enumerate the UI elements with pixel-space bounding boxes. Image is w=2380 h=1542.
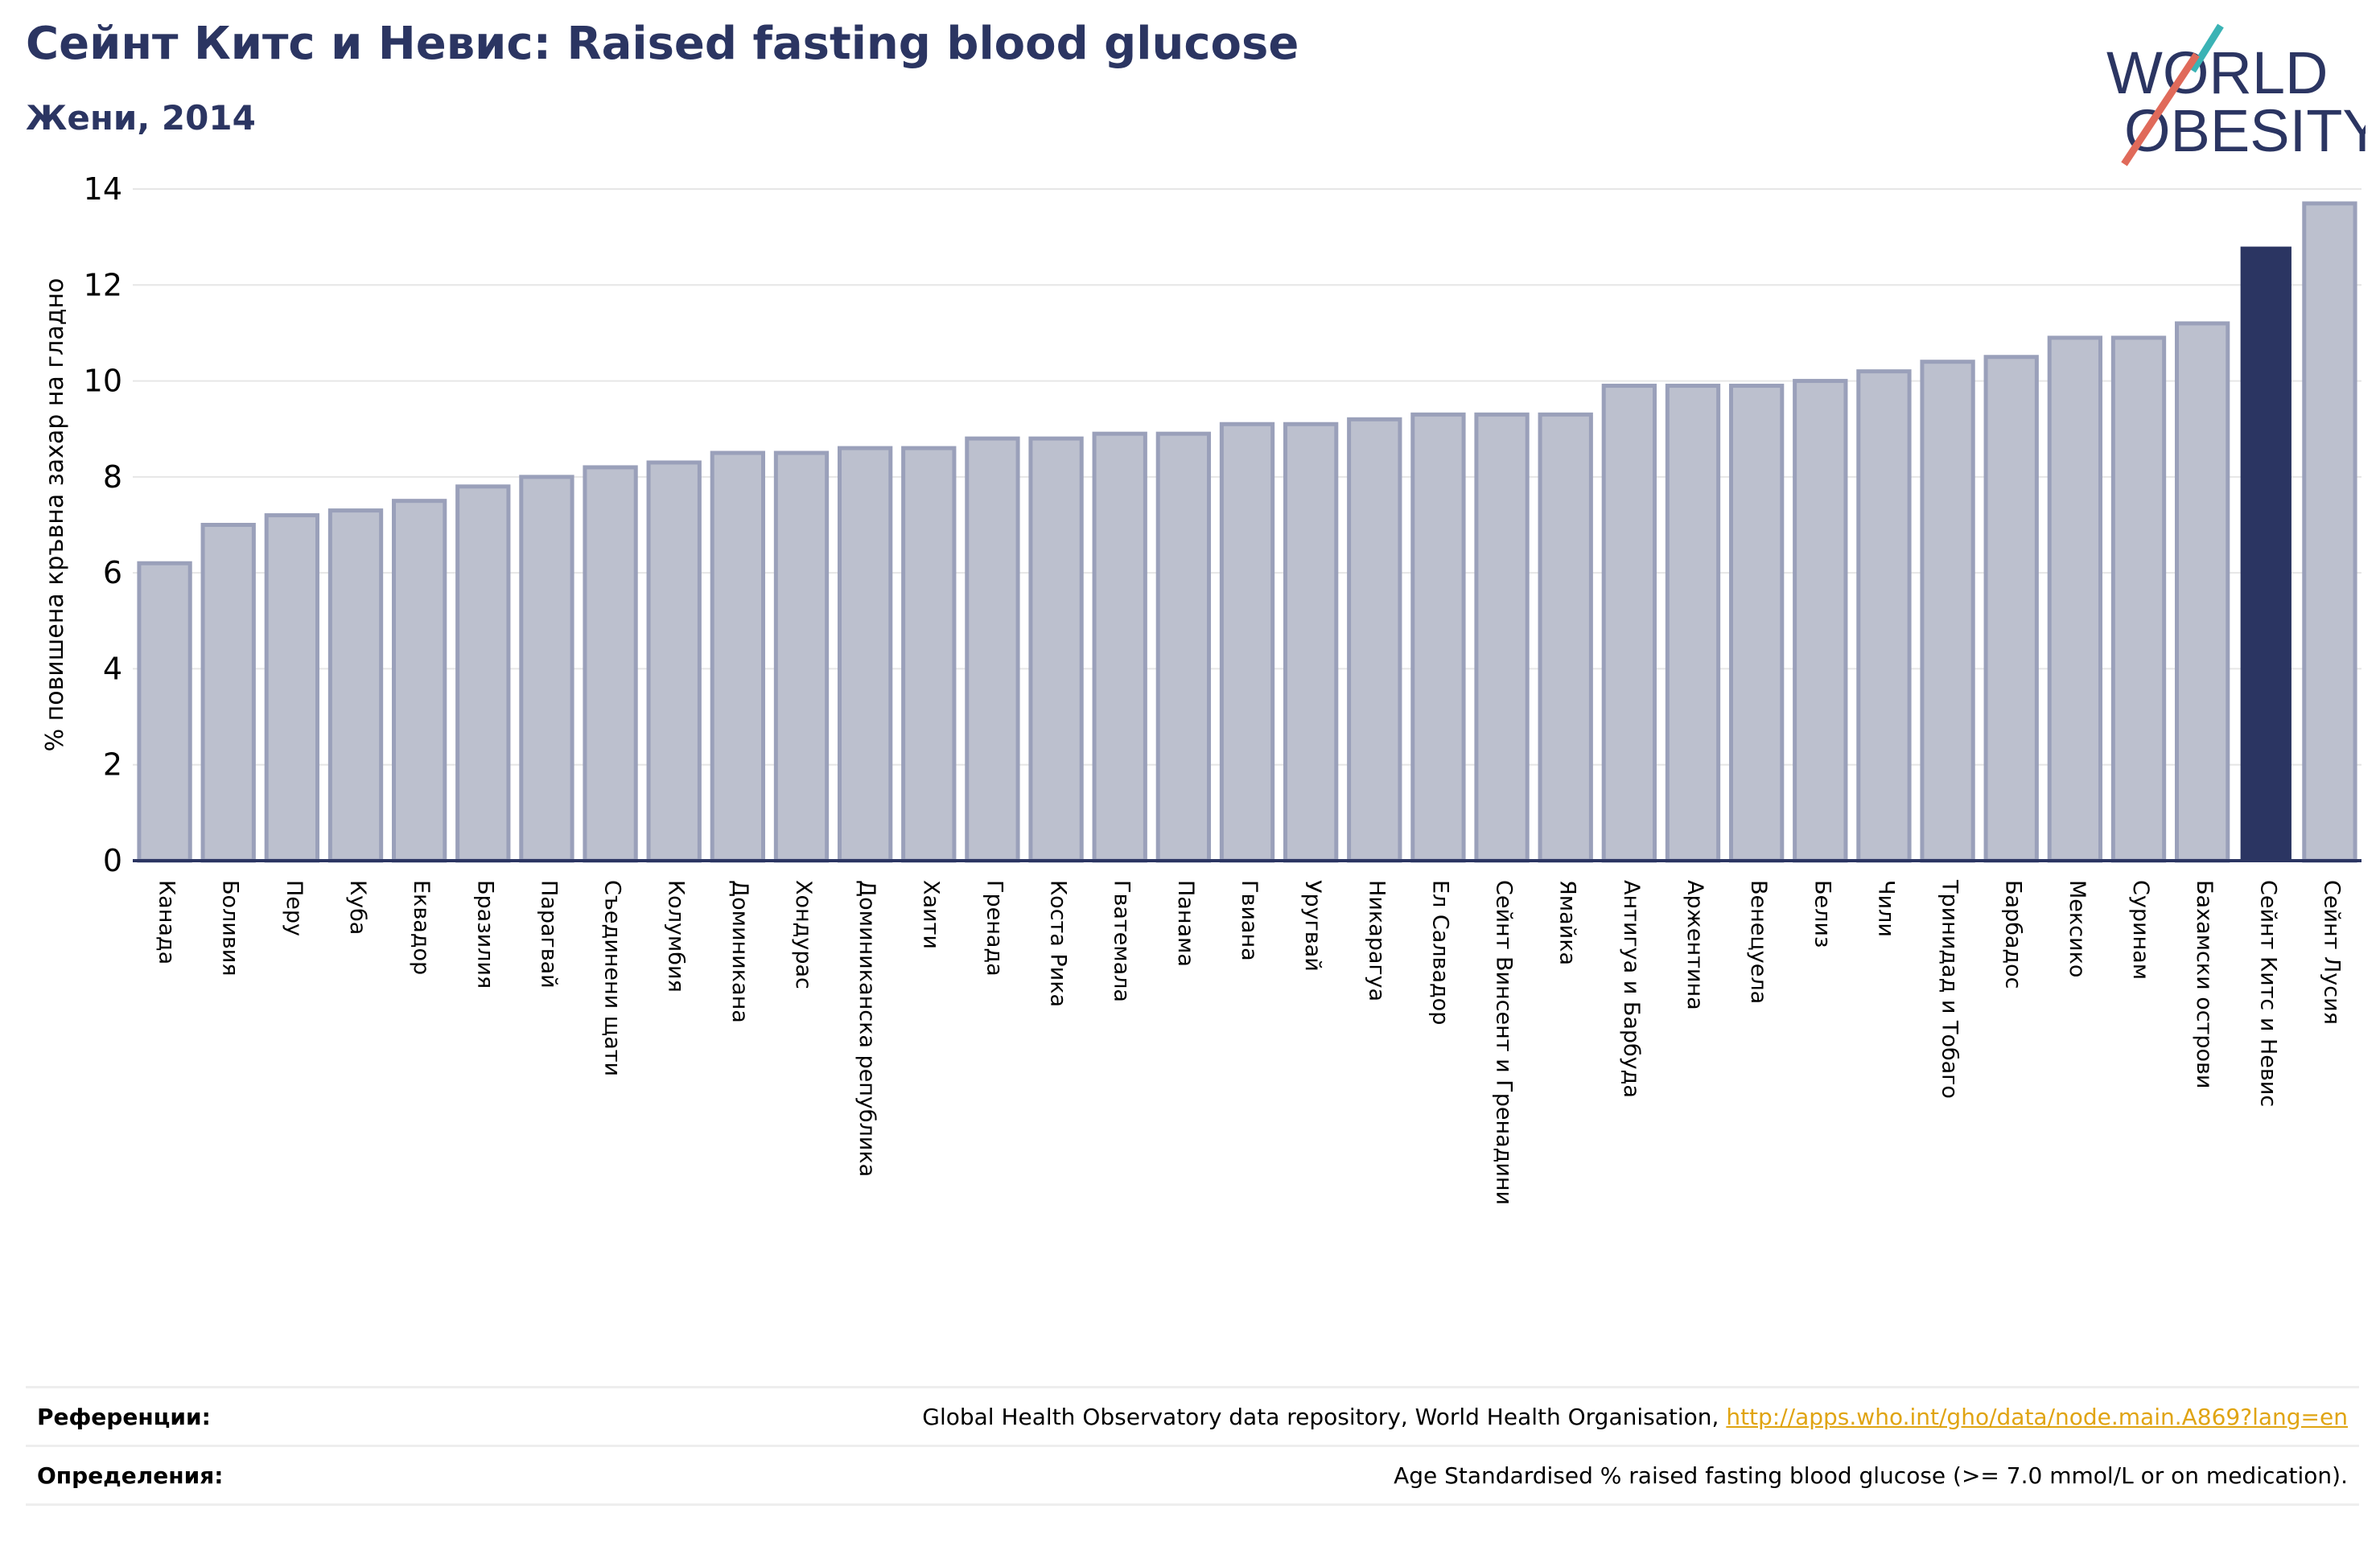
bar bbox=[646, 460, 702, 863]
bar bbox=[137, 561, 192, 863]
x-tick-label: Чили bbox=[1873, 880, 1898, 937]
x-tick-label: Суринам bbox=[2128, 880, 2153, 980]
x-tick-label: Доминикана bbox=[727, 880, 752, 1023]
bar bbox=[1856, 369, 1912, 863]
x-tick-label: Канада bbox=[154, 880, 179, 964]
y-tick-label: 14 bbox=[84, 171, 122, 207]
x-tick-label: Куба bbox=[345, 880, 370, 935]
x-tick-label: Никарагуа bbox=[1364, 880, 1389, 1001]
references-row: Референции: Global Health Observatory da… bbox=[26, 1388, 2359, 1447]
bar bbox=[1665, 384, 1721, 863]
logo-slash-red bbox=[2121, 52, 2200, 167]
bar bbox=[1410, 412, 1466, 863]
bar bbox=[455, 484, 511, 863]
y-tick-label: 10 bbox=[84, 364, 122, 399]
x-tick-label: Антигуа и Барбуда bbox=[1619, 880, 1644, 1098]
x-tick-label: Боливия bbox=[218, 880, 243, 977]
chart-subtitle: Жени, 2014 bbox=[26, 98, 256, 138]
bar bbox=[1155, 431, 1212, 863]
bar bbox=[583, 465, 638, 863]
chart-title: Сейнт Китс и Невис: Raised fasting blood… bbox=[26, 18, 1299, 70]
x-tick-label: Сейнт Китс и Невис bbox=[2255, 880, 2280, 1107]
logo-word-world: WORLD bbox=[2106, 39, 2328, 106]
x-tick-label: Коста Рика bbox=[1046, 880, 1071, 1007]
y-tick-label: 12 bbox=[84, 267, 122, 302]
bar bbox=[1474, 412, 1530, 863]
x-tick-label: Ямайка bbox=[1555, 880, 1580, 965]
x-tick-label: Сейнт Винсент и Гренадини bbox=[1492, 880, 1517, 1205]
bar-highlighted bbox=[2240, 246, 2291, 861]
y-tick-label: 4 bbox=[103, 651, 122, 686]
references-label: Референции: bbox=[37, 1403, 211, 1430]
x-tick-label: Аржентина bbox=[1682, 880, 1707, 1010]
bar bbox=[2047, 335, 2103, 863]
x-tick-label: Венецуела bbox=[1746, 880, 1771, 1004]
bar bbox=[965, 436, 1020, 863]
x-tick-label: Хондурас bbox=[791, 880, 816, 989]
x-tick-label: Гватемала bbox=[1110, 880, 1134, 1002]
x-tick-label: Белиз bbox=[1810, 880, 1834, 948]
x-tick-label: Уругвай bbox=[1300, 880, 1325, 972]
bar bbox=[1920, 360, 1975, 863]
bar bbox=[773, 450, 830, 863]
footer: Референции: Global Health Observatory da… bbox=[26, 1386, 2359, 1506]
y-tick-label: 6 bbox=[103, 555, 122, 590]
definitions-label: Определения: bbox=[37, 1462, 224, 1489]
bar bbox=[837, 446, 893, 863]
bar bbox=[1219, 421, 1275, 863]
x-tick-label: Перу bbox=[282, 880, 307, 936]
world-obesity-logo: WORLD OBESITY bbox=[2106, 23, 2366, 167]
bar bbox=[1793, 379, 1848, 863]
x-tick-label: Мексико bbox=[2065, 880, 2090, 977]
references-link[interactable]: http://apps.who.int/gho/data/node.main.A… bbox=[1726, 1403, 2348, 1430]
y-axis-label: % повишена кръвна захар на гладно bbox=[41, 278, 69, 752]
bar bbox=[1347, 417, 1402, 863]
x-tick-label: Барбадос bbox=[2001, 880, 2026, 989]
x-tick-label: Сейнт Лусия bbox=[2319, 880, 2344, 1025]
x-tick-label: Ел Салвадор bbox=[1427, 880, 1452, 1025]
x-tick-label: Панама bbox=[1173, 880, 1198, 967]
bar bbox=[200, 523, 256, 863]
bar bbox=[391, 499, 447, 863]
x-tick-label: Колумбия bbox=[664, 880, 689, 993]
y-tick-label: 0 bbox=[103, 843, 122, 878]
x-tick-label: Бразилия bbox=[472, 880, 497, 989]
bar bbox=[264, 513, 320, 863]
x-tick-label: Съединени щати bbox=[600, 880, 625, 1076]
bar bbox=[2174, 321, 2230, 863]
x-tick-label: Гренада bbox=[982, 880, 1007, 977]
x-tick-label: Тринидад и Тобаго bbox=[1937, 879, 1962, 1099]
x-tick-label: Доминиканска република bbox=[854, 880, 879, 1177]
bar bbox=[1092, 431, 1147, 863]
bar bbox=[2302, 201, 2357, 863]
bar bbox=[1601, 384, 1657, 863]
references-value: Global Health Observatory data repositor… bbox=[922, 1404, 2359, 1430]
bar bbox=[327, 508, 384, 863]
x-tick-label: Бахамски острови bbox=[2192, 880, 2217, 1088]
bar bbox=[901, 446, 957, 863]
y-tick-label: 2 bbox=[103, 747, 122, 783]
bar bbox=[1728, 384, 1785, 863]
bar bbox=[1028, 436, 1084, 863]
bar bbox=[519, 475, 574, 863]
bar bbox=[2110, 335, 2167, 863]
logo-slash-teal bbox=[2189, 23, 2224, 73]
bar bbox=[710, 450, 766, 863]
bar bbox=[1983, 355, 2039, 863]
y-tick-label: 8 bbox=[103, 459, 122, 495]
x-tick-label: Гвиана bbox=[1237, 880, 1262, 961]
references-text: Global Health Observatory data repositor… bbox=[922, 1403, 1727, 1430]
x-tick-label: Еквадор bbox=[409, 880, 434, 975]
x-tick-label: Парагвай bbox=[536, 880, 561, 989]
x-tick-label: Хаити bbox=[918, 880, 943, 949]
bar bbox=[1283, 421, 1339, 863]
bar bbox=[1538, 412, 1593, 863]
definitions-row: Определения: Age Standardised % raised f… bbox=[26, 1447, 2359, 1506]
definitions-value: Age Standardised % raised fasting blood … bbox=[1394, 1462, 2348, 1489]
bar-chart: 0 2 4 6 8 10 12 14 Канада Боливия Перу Куба Еквадор… bbox=[41, 171, 2361, 1205]
